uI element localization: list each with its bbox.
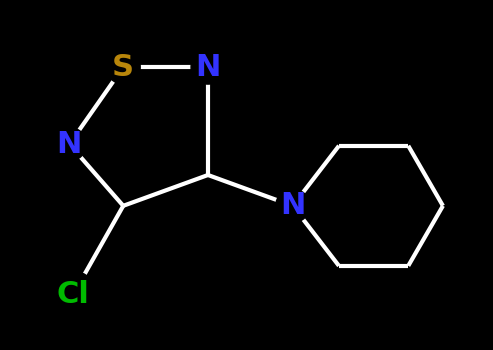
Circle shape (52, 127, 86, 161)
Circle shape (191, 50, 225, 84)
Text: N: N (195, 52, 221, 82)
Text: S: S (112, 52, 134, 82)
Text: N: N (280, 191, 305, 220)
Circle shape (276, 189, 310, 223)
Circle shape (106, 50, 140, 84)
Text: N: N (57, 130, 82, 159)
Circle shape (50, 271, 96, 317)
Text: Cl: Cl (57, 280, 90, 309)
